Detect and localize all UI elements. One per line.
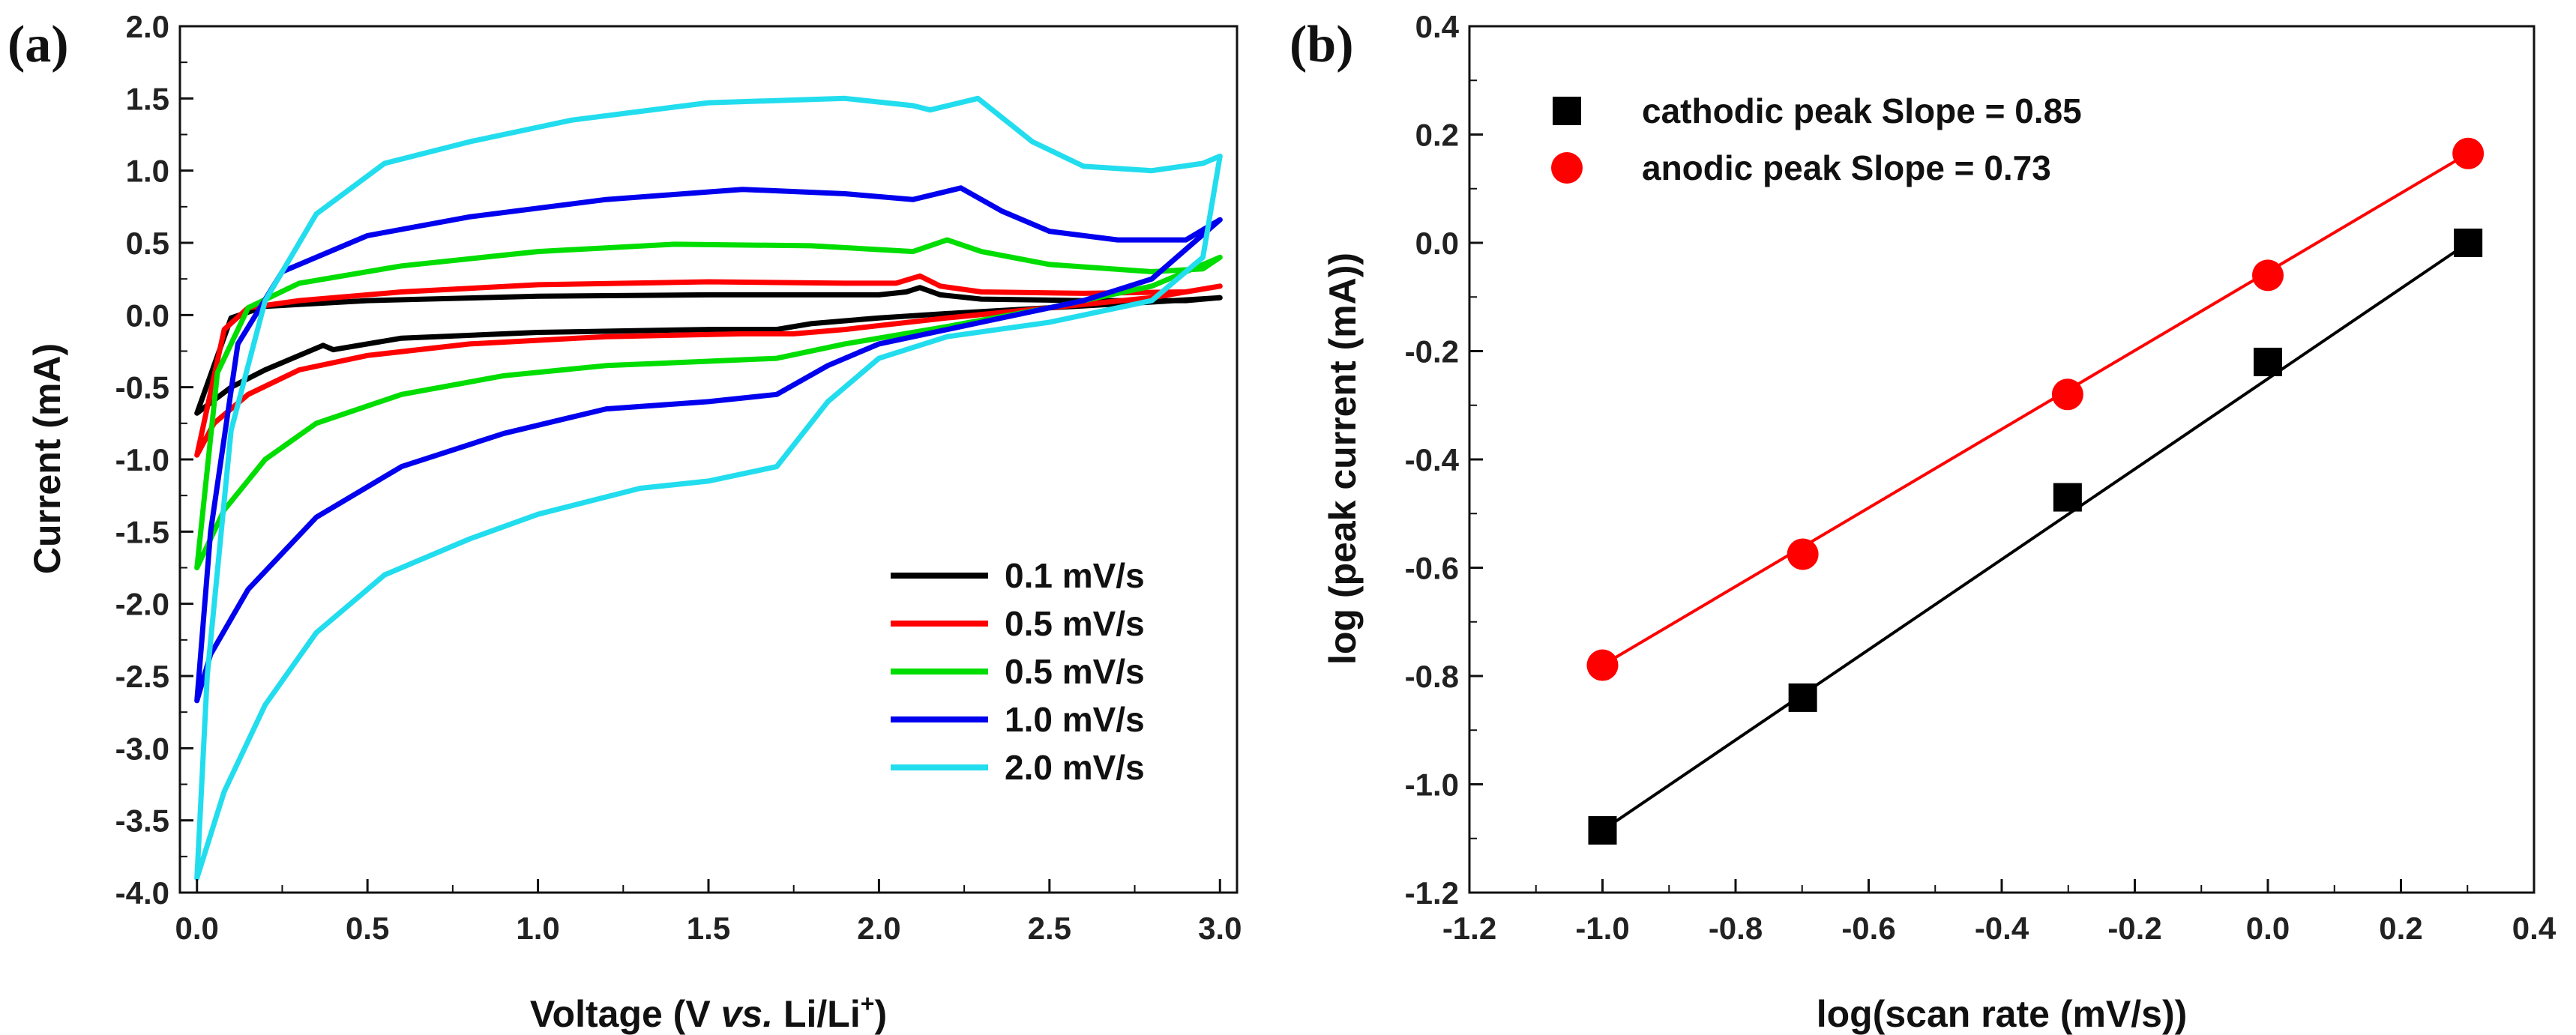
panel-b-legend-anodic-marker xyxy=(1551,152,1583,184)
panel-b-x-tick-label: 0.4 xyxy=(2512,911,2557,946)
panel-a-legend-label-2: 0.5 mV/s xyxy=(1005,604,1145,643)
panel-b-x-tick-label: 0.2 xyxy=(2379,911,2422,946)
panel-b-label: (b) xyxy=(1289,16,1354,73)
panel-b-cathodic-point xyxy=(2454,229,2483,257)
panel-a-legend: 0.1 mV/s 0.5 mV/s 0.5 mV/s 1.0 mV/s 2.0 mV/s xyxy=(891,556,1145,787)
panel-a-x-label-tail: Li/Li xyxy=(773,993,861,1035)
panel-a-legend-label-1: 0.1 mV/s xyxy=(1005,556,1145,595)
panel-a-y-tick-label: 0.0 xyxy=(126,298,169,333)
panel-a-y-tick-label: -2.0 xyxy=(115,587,169,622)
panel-b-legend: cathodic peak Slope = 0.85 anodic peak Sl… xyxy=(1551,91,2082,187)
panel-a-x-label: Voltage (V vs. Li/Li+) xyxy=(530,990,887,1035)
panel-b-anodic-fit-line xyxy=(1601,152,2470,667)
panel-b-cathodic-point xyxy=(1588,815,1617,845)
panel-b-x-axis: -1.2 -1.0 -0.8 -0.6 -0.4 -0.2 0.0 0.2 0.4 xyxy=(1442,879,2557,946)
panel-a-y-tick-label: -3.5 xyxy=(115,803,169,839)
panel-a-legend-label-4: 1.0 mV/s xyxy=(1005,700,1145,739)
panel-b-y-tick-label: 0.4 xyxy=(1415,9,1460,44)
panel-b-legend-cathodic-name: cathodic peak xyxy=(1642,91,1882,130)
panel-a-label: (a) xyxy=(7,16,69,73)
panel-b-legend-anodic-label: anodic peak Slope = 0.73 xyxy=(1642,148,2051,187)
panel-b-anodic-point xyxy=(1586,649,1619,681)
panel-a-y-tick-label: -2.5 xyxy=(115,659,169,694)
panel-a-y-tick-label: -4.0 xyxy=(115,875,169,911)
panel-b-cathodic-fit-line xyxy=(1601,241,2470,832)
panel-a-y-tick-label: -1.5 xyxy=(115,514,169,549)
panel-b-x-tick-label: -1.2 xyxy=(1442,911,1496,946)
panel-b-x-tick-label: -1.0 xyxy=(1575,911,1629,946)
panel-a-series-1-curve xyxy=(194,285,1223,416)
panel-a-y-label: Current (mA) xyxy=(26,343,68,574)
panel-a-y-tick-label: 2.0 xyxy=(126,9,169,44)
panel-a-x-tick-label: 1.5 xyxy=(687,911,730,946)
panel-b-legend-cathodic-slope: Slope = 0.85 xyxy=(1882,91,2082,130)
panel-a-x-tick-label: 3.0 xyxy=(1198,911,1242,946)
panel-b-x-tick-label: -0.8 xyxy=(1709,911,1763,946)
panel-b-y-label: log (peak current (mA)) xyxy=(1322,253,1364,665)
panel-a: (a) 2.0 1.5 1.0 0.5 0.0 -0.5 -1.0 -1.5 -2.0 -2.5 -… xyxy=(7,9,1242,1035)
panel-a-x-label-main: Voltage (V xyxy=(530,993,721,1035)
panel-b-series xyxy=(1586,137,2485,845)
panel-b-y-tick-label: -0.6 xyxy=(1405,551,1459,586)
panel-a-x-tick-label: 0.5 xyxy=(346,911,389,946)
panel-b-cathodic-point xyxy=(1788,683,1817,712)
panel-a-x-tick-label: 0.0 xyxy=(175,911,219,946)
panel-b-legend-cathodic-label: cathodic peak Slope = 0.85 xyxy=(1642,91,2082,130)
panel-b-x-tick-label: -0.6 xyxy=(1841,911,1895,946)
panel-b-anodic-point xyxy=(2452,137,2485,169)
panel-b-y-tick-label: -0.2 xyxy=(1405,334,1459,369)
panel-a-x-label-close: ) xyxy=(874,993,887,1035)
panel-a-series xyxy=(194,95,1223,881)
panel-b-x-tick-label: 0.0 xyxy=(2246,911,2290,946)
panel-b-anodic-point xyxy=(2051,378,2083,411)
panel-a-legend-label-5: 2.0 mV/s xyxy=(1005,748,1145,787)
panel-b-y-axis: 0.4 0.2 0.0 -0.2 -0.4 -0.6 -0.8 -1.0 -1.2 xyxy=(1405,9,1483,911)
panel-a-y-tick-label: -1.0 xyxy=(115,442,169,477)
panel-b-y-tick-label: -1.2 xyxy=(1405,875,1459,911)
panel-b-x-tick-label: -0.4 xyxy=(1975,911,2029,946)
panel-a-y-tick-label: -0.5 xyxy=(115,370,169,405)
panel-a-series-3-curve xyxy=(194,237,1223,570)
panel-a-x-tick-label: 1.0 xyxy=(516,911,559,946)
panel-a-x-tick-label: 2.5 xyxy=(1028,911,1071,946)
panel-a-series-5-curve xyxy=(194,95,1223,881)
panel-a-x-tick-label: 2.0 xyxy=(857,911,900,946)
panel-a-series-2-curve xyxy=(194,273,1223,458)
panel-b-x-tick-label: -0.2 xyxy=(2107,911,2161,946)
panel-a-y-tick-label: 1.0 xyxy=(126,154,169,189)
panel-a-y-tick-label: -3.0 xyxy=(115,731,169,766)
panel-b-cathodic-point xyxy=(2254,347,2282,376)
panel-b-anodic-point xyxy=(1787,538,1819,570)
panel-b-anodic-point xyxy=(2252,259,2284,292)
panel-b-x-label: log(scan rate (mV/s)) xyxy=(1817,993,2188,1035)
panel-a-y-tick-label: 0.5 xyxy=(126,226,169,261)
panel-b-y-tick-label: 0.0 xyxy=(1415,226,1459,261)
panel-a-y-axis: 2.0 1.5 1.0 0.5 0.0 -0.5 -1.0 -1.5 -2.0 -2.5 -3.0 -… xyxy=(115,9,193,911)
panel-b-y-tick-label: -0.8 xyxy=(1405,659,1459,694)
panel-b-legend-cathodic-marker xyxy=(1553,97,1581,125)
panel-b-legend-anodic-name: anodic peak xyxy=(1642,148,1851,187)
panel-a-x-label-sup: + xyxy=(861,990,875,1017)
panel-a-x-axis: 0.0 0.5 1.0 1.5 2.0 2.5 3.0 xyxy=(175,879,1242,946)
panel-b-y-tick-label: -0.4 xyxy=(1405,442,1460,477)
panel-b: (b) 0.4 0.2 0.0 -0.2 -0.4 -0.6 -0.8 -1.0 -1.2 -1… xyxy=(1289,9,2557,1035)
panel-b-y-tick-label: -1.0 xyxy=(1405,767,1459,803)
panel-a-x-label-italic: vs. xyxy=(721,993,774,1035)
panel-b-legend-anodic-slope: Slope = 0.73 xyxy=(1851,148,2051,187)
panel-a-series-4-curve xyxy=(194,185,1223,704)
panel-a-legend-label-3: 0.5 mV/s xyxy=(1005,652,1145,691)
panel-b-cathodic-point xyxy=(2053,483,2082,512)
panel-a-y-tick-label: 1.5 xyxy=(126,81,169,116)
panel-b-y-tick-label: 0.2 xyxy=(1415,118,1459,153)
